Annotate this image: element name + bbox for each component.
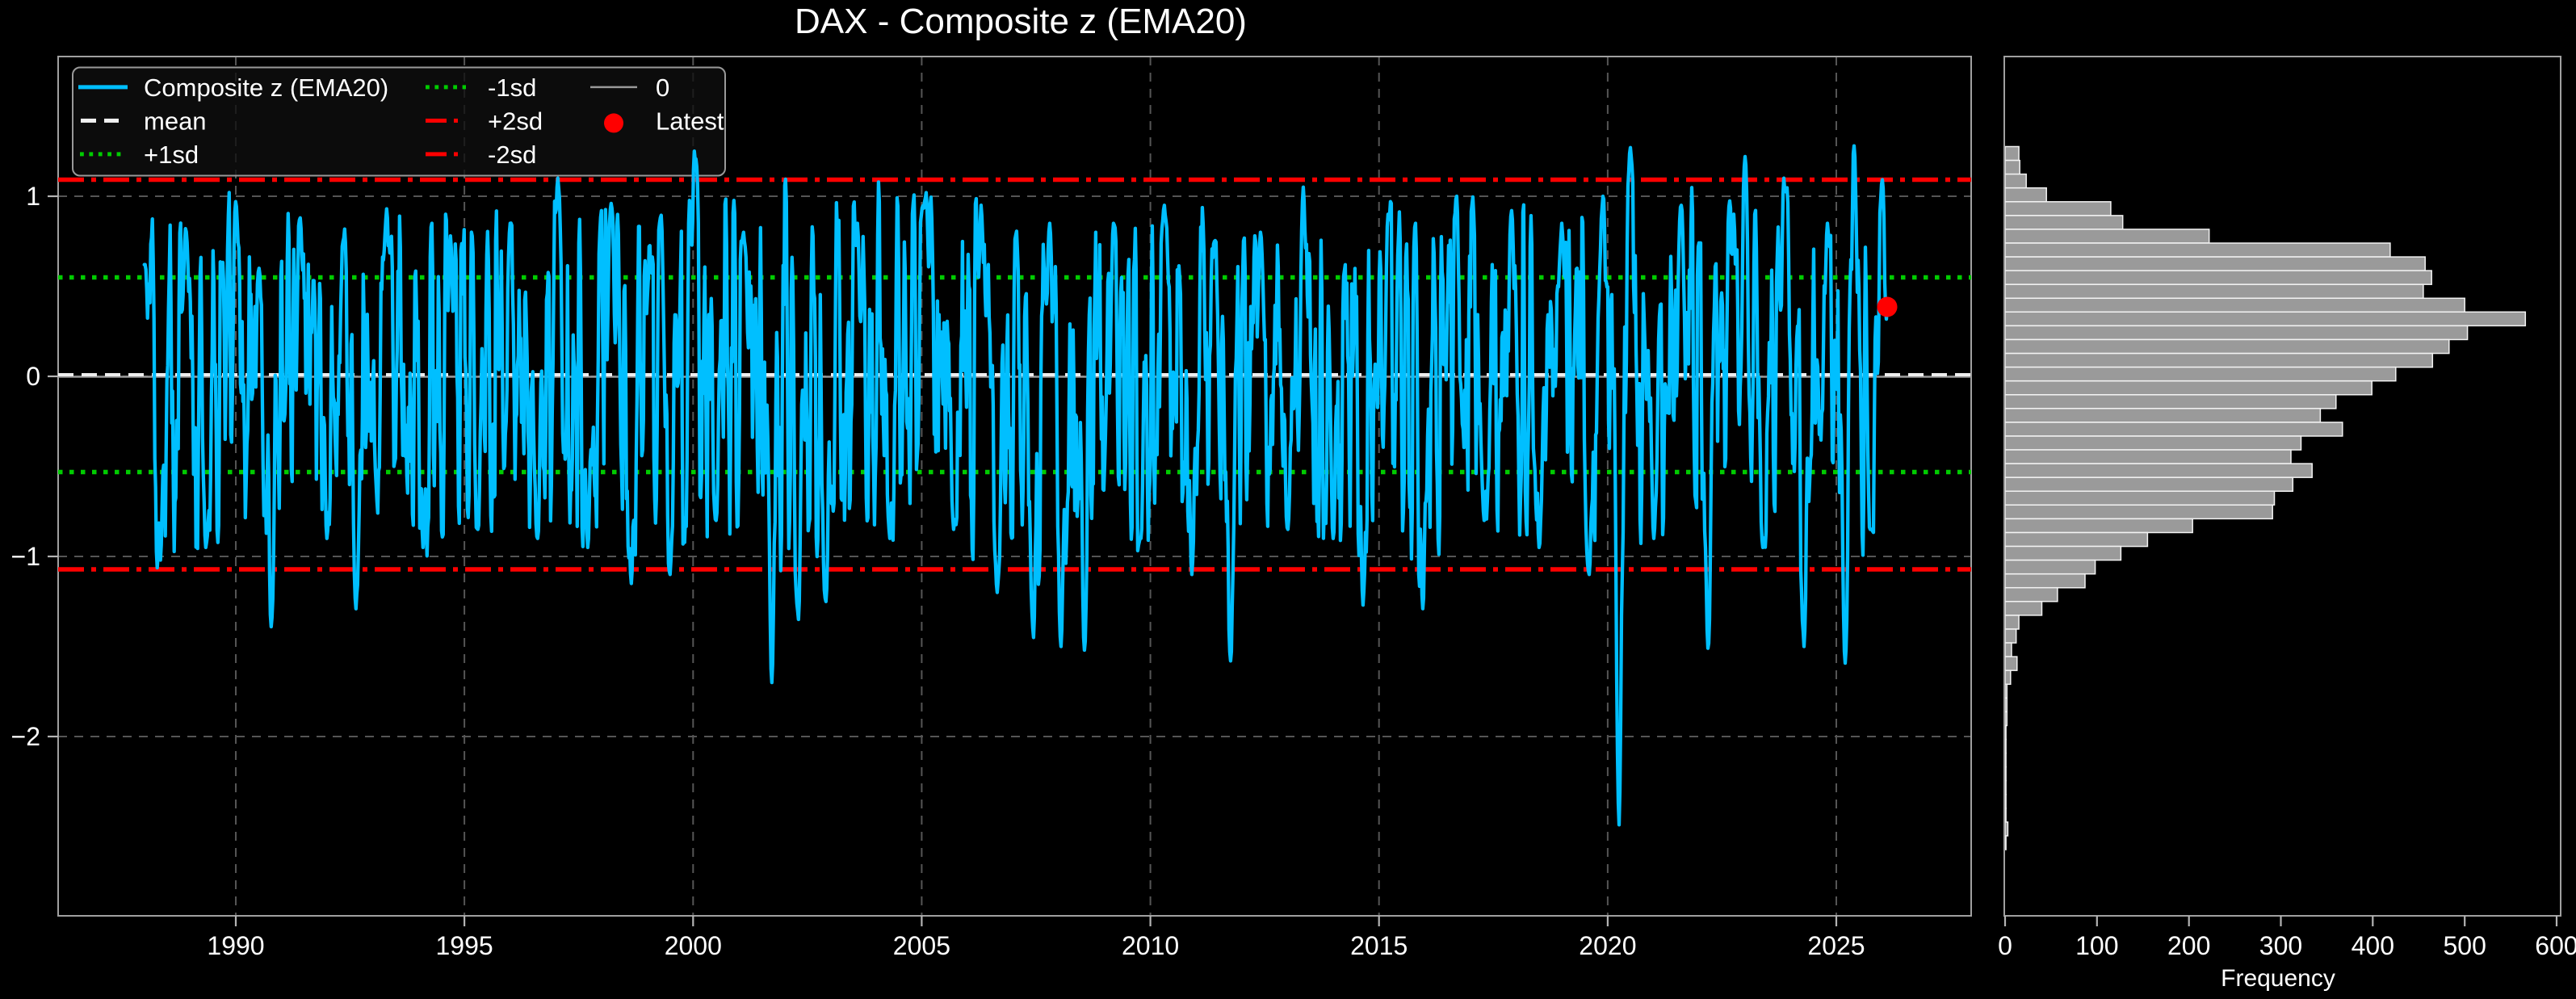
svg-text:2010: 2010 [1122,931,1179,960]
svg-text:Composite z (EMA20): Composite z (EMA20) [144,73,388,102]
svg-text:600: 600 [2535,931,2576,960]
svg-text:−1: −1 [11,542,40,571]
svg-text:400: 400 [2352,931,2394,960]
svg-text:0: 0 [656,73,669,102]
svg-text:-1sd: -1sd [488,73,536,102]
svg-text:1995: 1995 [436,931,493,960]
svg-text:+2sd: +2sd [488,107,543,136]
svg-text:2005: 2005 [893,931,950,960]
svg-text:1990: 1990 [207,931,264,960]
svg-text:2025: 2025 [1807,931,1865,960]
svg-text:-2sd: -2sd [488,141,536,169]
svg-text:2000: 2000 [665,931,722,960]
svg-text:DAX - Composite z (EMA20): DAX - Composite z (EMA20) [795,2,1247,41]
svg-text:Frequency: Frequency [2221,965,2335,992]
svg-text:1: 1 [26,182,40,211]
svg-text:Latest: Latest [656,107,724,136]
svg-text:0: 0 [1998,931,2012,960]
svg-text:2015: 2015 [1350,931,1408,960]
svg-text:mean: mean [144,107,207,136]
svg-text:100: 100 [2075,931,2118,960]
svg-text:500: 500 [2444,931,2486,960]
svg-text:2020: 2020 [1579,931,1636,960]
svg-text:+1sd: +1sd [144,141,199,169]
svg-text:0: 0 [26,362,40,391]
svg-text:−2: −2 [11,722,40,751]
svg-text:300: 300 [2259,931,2302,960]
svg-text:200: 200 [2167,931,2210,960]
